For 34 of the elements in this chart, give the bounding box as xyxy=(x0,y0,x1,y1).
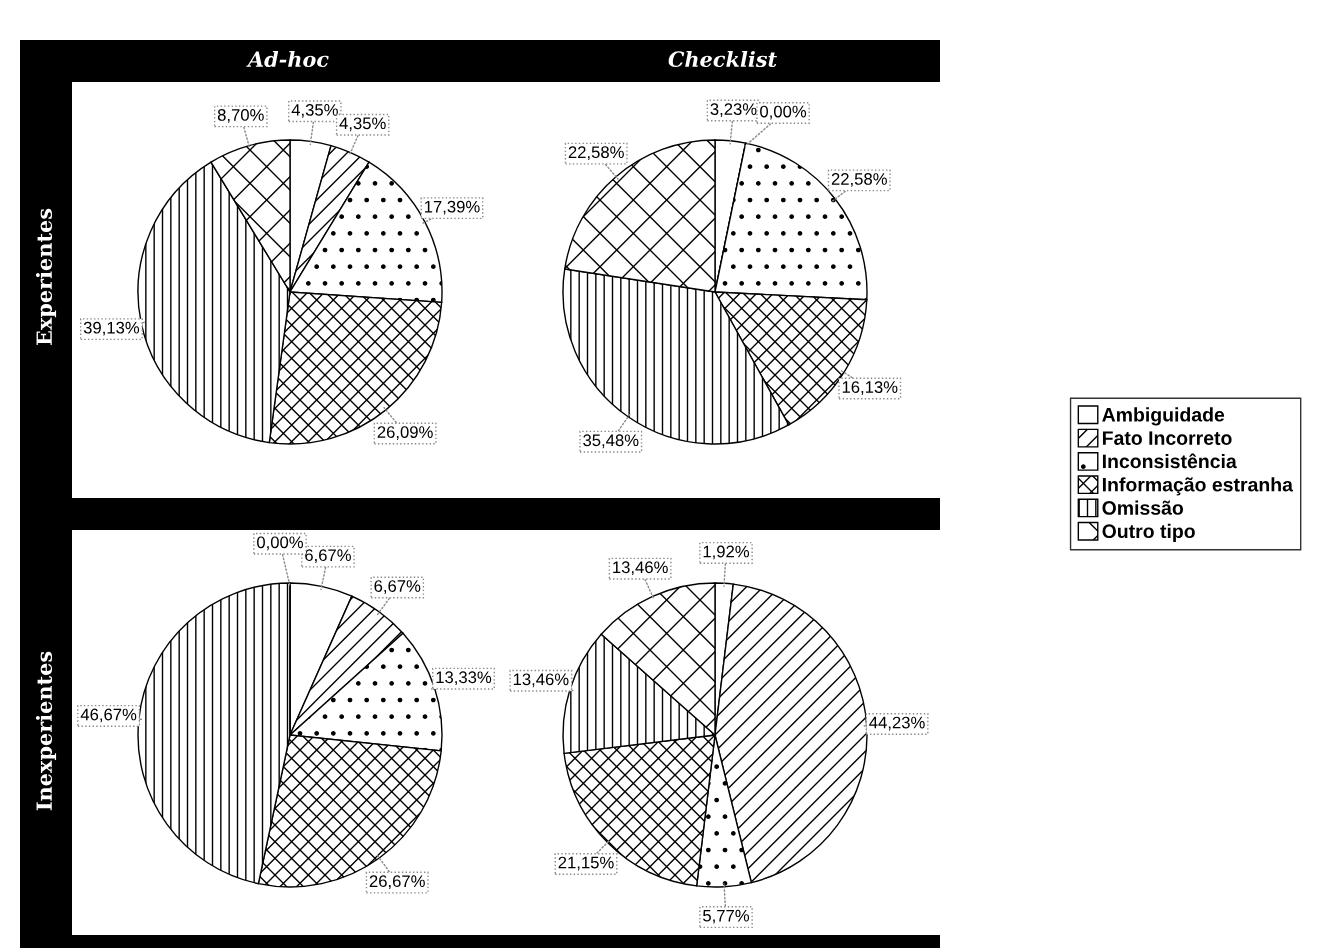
data-label: 5,77% xyxy=(703,909,750,924)
data-label: 3,23% xyxy=(710,103,757,117)
data-label: 13,33% xyxy=(436,671,492,686)
data-label: 1,92% xyxy=(703,545,750,560)
data-label: 21,15% xyxy=(558,856,614,871)
data-label: 13,46% xyxy=(513,673,569,688)
data-label: 13,46% xyxy=(613,561,668,576)
data-label: 17,39% xyxy=(424,200,480,215)
data-label: 4,35% xyxy=(291,103,338,118)
text: 0,00% xyxy=(257,536,304,551)
legend-label: Outro tipo xyxy=(1102,523,1195,542)
data-label: 35,48% xyxy=(583,434,639,449)
chart-title: Checklist xyxy=(668,50,777,68)
data-label: 26,67% xyxy=(369,875,425,890)
data-label: 39,13% xyxy=(83,321,140,336)
text: Inexperientes xyxy=(35,651,57,811)
legend-label: Ambiguidade xyxy=(1102,407,1225,426)
data-label: 8,70% xyxy=(217,109,264,123)
data-label: 6,67% xyxy=(305,549,351,564)
data-label: 4,35% xyxy=(339,117,386,132)
data-label: 6,67% xyxy=(374,580,421,594)
data-label: 44,23% xyxy=(869,716,925,731)
legend-label: Omissão xyxy=(1102,500,1184,515)
legend-label: Fato Incorreto xyxy=(1102,431,1232,445)
text: Experientes xyxy=(35,208,57,346)
data-label: 22,58% xyxy=(831,173,887,187)
data-label: 22,58% xyxy=(568,146,624,161)
text: 0,00% xyxy=(760,105,807,120)
data-label: 46,67% xyxy=(80,708,137,723)
data-label: 16,13% xyxy=(842,381,898,395)
chart-title: Ad-hoc xyxy=(246,50,329,68)
data-label: 26,09% xyxy=(377,426,433,440)
legend-label: Informação estranha xyxy=(1102,477,1294,496)
legend-label: Inconsistência xyxy=(1102,453,1237,469)
